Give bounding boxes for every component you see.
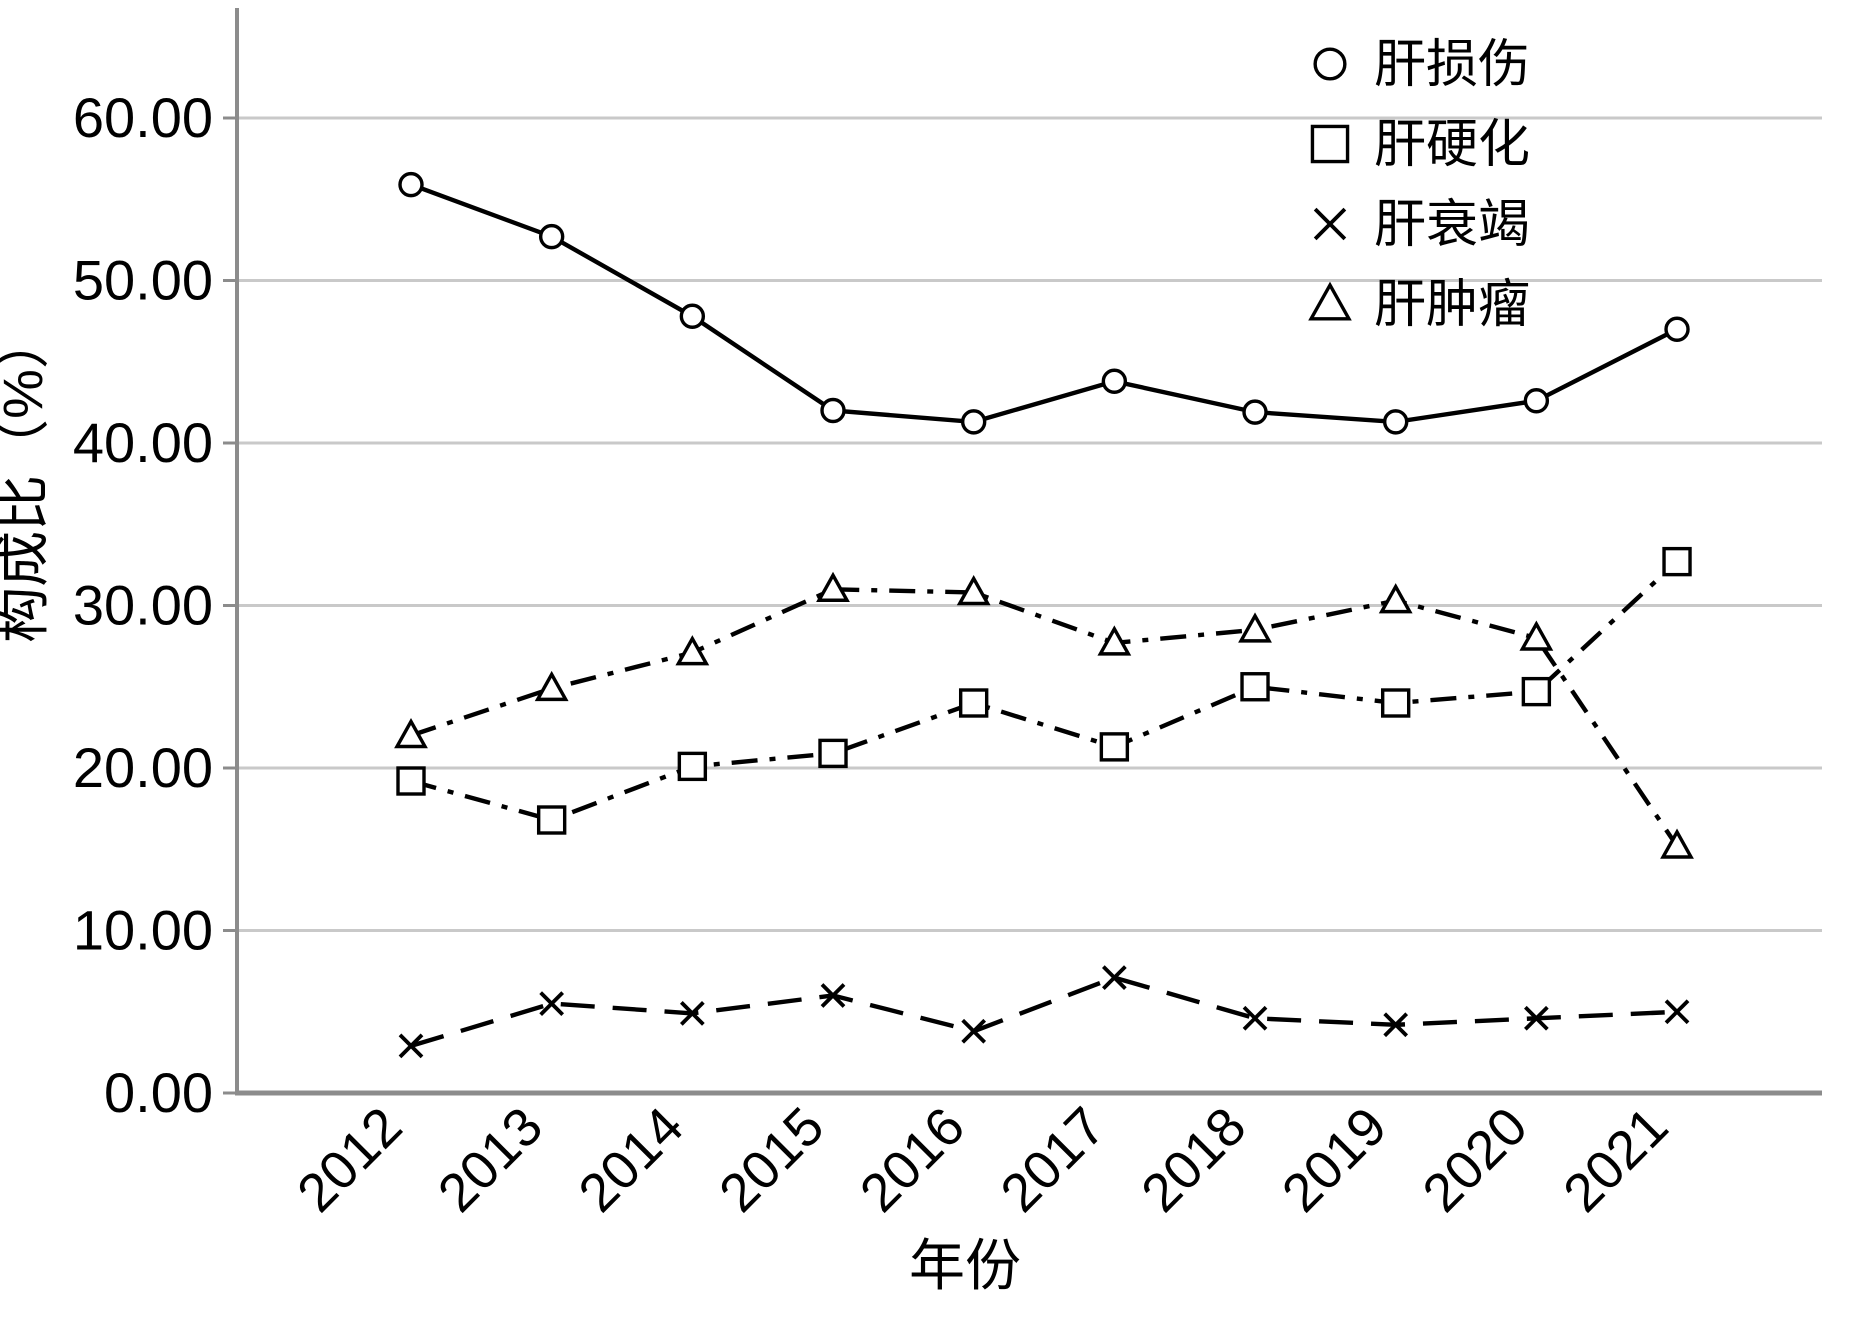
series-肝硬化 [396, 546, 1692, 835]
square-marker [1240, 672, 1270, 702]
y-tick-label: 0.00 [104, 1061, 213, 1124]
triangle-marker [1378, 583, 1413, 614]
x-marker [1383, 1012, 1409, 1038]
x-tick-label: 2013 [427, 1096, 554, 1223]
y-tick-label: 30.00 [73, 574, 213, 637]
circle-marker [538, 223, 565, 250]
y-tick-label: 60.00 [73, 86, 213, 149]
x-marker [1664, 999, 1690, 1025]
triangle-marker [675, 635, 710, 666]
legend-label: 肝损伤 [1374, 36, 1530, 94]
series-肝损伤 [398, 171, 1690, 435]
series-line [410, 587, 1679, 848]
circle-marker [1382, 409, 1409, 435]
square-marker [1662, 546, 1692, 577]
square-marker [1310, 124, 1350, 164]
series-line [410, 975, 1678, 1049]
x-marker [1524, 1005, 1549, 1031]
y-tick-label: 50.00 [73, 249, 213, 312]
series-line [410, 559, 1679, 823]
circle-marker [1313, 47, 1347, 81]
legend-label: 肝硬化 [1374, 116, 1530, 174]
y-tick-label: 20.00 [73, 736, 213, 799]
series-肝肿瘤 [394, 571, 1694, 859]
legend-item-肝衰竭: 肝衰竭 [1313, 196, 1530, 254]
square-marker [1521, 676, 1552, 707]
circle-marker [1242, 399, 1268, 425]
legend-item-肝损伤: 肝损伤 [1313, 36, 1530, 94]
square-marker [818, 738, 848, 769]
x-marker [961, 1018, 987, 1044]
series-line [410, 182, 1678, 425]
x-marker [1242, 1005, 1268, 1031]
legend-label: 肝衰竭 [1374, 196, 1530, 254]
x-tick-label: 2016 [849, 1096, 976, 1223]
triangle-marker [1097, 625, 1132, 656]
x-marker [539, 991, 565, 1016]
triangle-marker [1519, 620, 1554, 651]
x-marker [820, 983, 846, 1008]
circle-marker [960, 409, 987, 435]
x-tick-label: 2014 [567, 1096, 694, 1223]
y-tick-label: 40.00 [73, 411, 213, 474]
x-tick-label: 2017 [989, 1096, 1116, 1223]
x-tick-label: 2019 [1271, 1096, 1398, 1223]
gridlines [237, 116, 1822, 932]
x-tick-label: 2015 [708, 1096, 835, 1223]
circle-marker [1523, 388, 1550, 414]
legend-label: 肝肿瘤 [1374, 276, 1530, 334]
data-series [394, 171, 1694, 1059]
triangle-marker [1308, 281, 1352, 321]
circle-marker [679, 303, 706, 329]
square-marker [396, 766, 426, 796]
triangle-marker [956, 575, 991, 606]
circle-marker [398, 171, 424, 198]
square-marker [536, 805, 567, 835]
circle-marker [1664, 316, 1690, 342]
x-marker [1313, 207, 1347, 241]
triangle-marker [816, 571, 850, 602]
x-tick-label: 2012 [286, 1096, 413, 1223]
triangle-marker [534, 670, 569, 702]
series-肝衰竭 [398, 965, 1690, 1059]
triangle-marker [1238, 612, 1272, 643]
triangle-marker [394, 718, 428, 749]
x-marker [679, 1001, 705, 1026]
x-tick-label: 2020 [1411, 1096, 1538, 1223]
triangle-marker [1660, 828, 1694, 859]
circle-marker [1101, 368, 1128, 394]
legend-item-肝硬化: 肝硬化 [1310, 116, 1530, 174]
y-tick-label: 10.00 [73, 899, 213, 962]
y-axis-title: 构成比（%） [0, 313, 54, 643]
square-marker [1099, 732, 1130, 762]
x-axis-title: 年份 [909, 1234, 1021, 1297]
x-marker [398, 1033, 424, 1059]
square-marker [677, 751, 708, 782]
x-tick-label: 2018 [1130, 1096, 1257, 1223]
legend-item-肝肿瘤: 肝肿瘤 [1308, 276, 1530, 334]
square-marker [1380, 688, 1411, 718]
x-tick-label: 2021 [1552, 1096, 1679, 1223]
square-marker [958, 688, 989, 718]
circle-marker [820, 397, 846, 424]
x-marker [1102, 965, 1127, 990]
